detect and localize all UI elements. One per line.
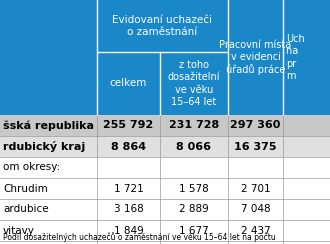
Text: celkem: celkem [110, 79, 147, 89]
Text: ardubice: ardubice [3, 204, 49, 214]
Text: 1 849: 1 849 [114, 225, 143, 235]
Text: 8 066: 8 066 [177, 142, 212, 152]
Text: Pracovní místa
v evidenci
úřadů práce: Pracovní místa v evidenci úřadů práce [219, 40, 292, 75]
Text: 8 864: 8 864 [111, 142, 146, 152]
Text: šská republika: šská republika [3, 120, 94, 131]
Bar [0, 0, 330, 115]
Text: rdubický kraj: rdubický kraj [3, 141, 85, 152]
Bar [0, 241, 330, 244]
Bar [0, 115, 330, 136]
Bar [0, 178, 330, 199]
Bar [0, 136, 330, 157]
Text: 2 437: 2 437 [241, 225, 270, 235]
Text: 1 677: 1 677 [179, 225, 209, 235]
Text: Chrudim: Chrudim [3, 183, 48, 193]
Text: om okresy:: om okresy: [3, 163, 60, 173]
Text: 255 792: 255 792 [103, 121, 154, 131]
Text: 2 889: 2 889 [179, 204, 209, 214]
Bar [0, 220, 330, 241]
Text: vitavy: vitavy [3, 225, 35, 235]
Text: 297 360: 297 360 [230, 121, 281, 131]
Text: 2 701: 2 701 [241, 183, 270, 193]
Text: 231 728: 231 728 [169, 121, 219, 131]
Bar [0, 199, 330, 220]
Text: z toho
dosažitelní
ve věku
15–64 let: z toho dosažitelní ve věku 15–64 let [168, 60, 220, 107]
Text: 16 375: 16 375 [234, 142, 277, 152]
Text: Podíl dosažitelných uchazečů o zaměstnání ve věku 15–64 let na počtu: Podíl dosažitelných uchazečů o zaměstnán… [3, 232, 276, 242]
Text: 7 048: 7 048 [241, 204, 270, 214]
Bar [0, 157, 330, 178]
Text: Uch
na 
pr
m: Uch na pr m [286, 34, 305, 81]
Text: 1 578: 1 578 [179, 183, 209, 193]
Text: 1 721: 1 721 [114, 183, 143, 193]
Text: Evidovaní uchazeči
o zaměstnání: Evidovaní uchazeči o zaměstnání [113, 15, 213, 37]
Text: 3 168: 3 168 [114, 204, 143, 214]
